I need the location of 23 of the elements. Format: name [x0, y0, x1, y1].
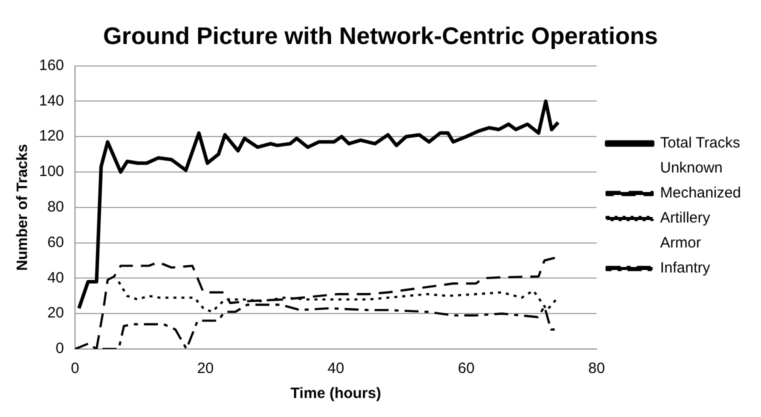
- x-tick-label: 60: [458, 360, 475, 378]
- y-tick-label: 160: [38, 56, 64, 74]
- y-tick-label: 80: [47, 198, 64, 216]
- x-tick-label: 20: [197, 360, 214, 378]
- legend-label: Artillery: [660, 210, 711, 227]
- y-tick-label: 20: [47, 304, 64, 322]
- x-tick-label: 40: [327, 360, 344, 378]
- x-tick-label: 80: [588, 360, 605, 378]
- text: Armor: [660, 234, 701, 252]
- legend-label: Mechanized: [660, 184, 742, 202]
- y-tick-label: 140: [38, 92, 64, 110]
- legend-label: Infantry: [660, 260, 711, 277]
- y-axis-title: Number of Tracks: [14, 144, 32, 271]
- y-tick-label: 60: [47, 234, 64, 251]
- legend-label: Total Tracks: [660, 134, 740, 152]
- y-tick-label: 120: [38, 128, 64, 145]
- text: Unknown: [660, 160, 723, 177]
- y-tick-label: 40: [47, 269, 64, 286]
- y-tick-label: 0: [56, 340, 64, 358]
- x-tick-label: 0: [70, 360, 80, 378]
- x-axis-title: Time (hours): [290, 385, 382, 402]
- chart-title: Ground Picture with Network-Centric Operations: [103, 23, 658, 50]
- y-tick-label: 100: [38, 163, 64, 180]
